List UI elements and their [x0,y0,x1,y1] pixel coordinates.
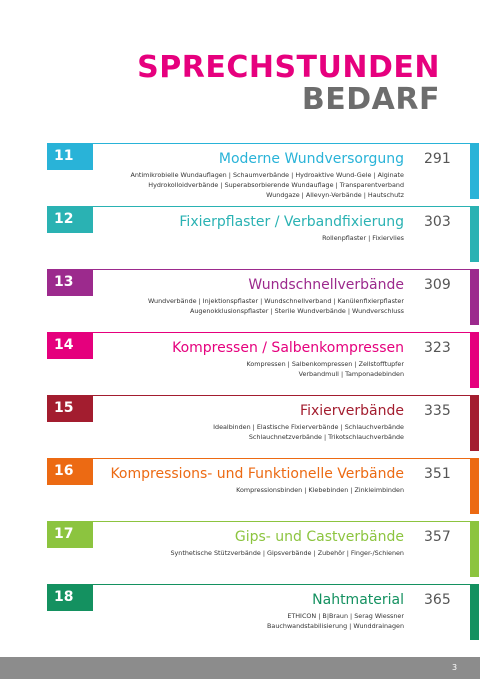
section-number: 13 [47,269,93,296]
section-title: Fixierpflaster / Verbandfixierung [179,214,404,230]
section-title: Gips- und Castverbände [234,529,404,545]
section-rule [47,584,479,585]
section-title: Kompressions- und Funktionelle Verbände [110,466,404,482]
section-bar [470,143,479,199]
section-line: Idealbinden | Elastische Fixierverbände … [213,423,404,431]
section-line: Verbandmull | Tamponadebinden [298,370,404,378]
section-line: Wundgaze | Allevyn-Verbände | Hautschutz [266,191,404,199]
section-number: 16 [47,458,93,485]
section-number: 18 [47,584,93,611]
section-bar [470,458,479,514]
section-page: 309 [424,277,451,293]
footer-bar [0,657,480,679]
section-bar [470,395,479,451]
section-page: 323 [424,340,451,356]
section-number: 12 [47,206,93,233]
section-bar [470,269,479,325]
section-bar [470,521,479,577]
section-rule [47,269,479,270]
section-rule [47,206,479,207]
header-title: SPRECHSTUNDEN [137,50,440,85]
header-subtitle: BEDARF [301,82,440,117]
section-number: 14 [47,332,93,359]
section-rule [47,395,479,396]
section-bar [470,584,479,640]
section-line: Bauchwandstabilisierung | Wunddrainagen [267,622,404,630]
section-line: Augenokklusionspflaster | Sterile Wundve… [189,307,404,315]
section-line: Antimikrobielle Wundauflagen | Schaumver… [130,171,404,179]
section-rule [47,458,479,459]
section-line: Wundverbände | Injektionspflaster | Wund… [147,297,404,305]
section-line: Schlauchnetzverbände | Trikotschlauchver… [248,433,404,441]
section-line: Rollenpflaster | Fixiervlies [322,234,404,242]
section-rule [47,143,479,144]
section-bar [470,332,479,388]
section-number: 11 [47,143,93,170]
section-page: 365 [424,592,451,608]
section-line: Kompressionsbinden | Klebebinden | Zinkl… [236,486,404,494]
section-rule [47,332,479,333]
section-line: Hydrokolloidverbände | Superabsorbierend… [148,181,404,189]
section-page: 357 [424,529,451,545]
section-page: 291 [424,151,451,167]
section-page: 335 [424,403,451,419]
footer-page: 3 [452,663,458,672]
section-title: Wundschnellverbände [248,277,404,293]
section-line: Kompressen | Salbenkompressen | Zellstof… [246,360,405,368]
section-rule [47,521,479,522]
section-number: 17 [47,521,93,548]
section-line: ETHICON | B|Braun | Serag Wiessner [287,612,404,620]
section-title: Kompressen / Salbenkompressen [172,340,404,356]
section-number: 15 [47,395,93,422]
section-page: 303 [424,214,451,230]
section-bar [470,206,479,262]
section-line: Synthetische Stützverbände | Gipsverbänd… [170,549,404,557]
section-title: Moderne Wundversorgung [218,151,404,167]
section-title: Fixierverbände [300,403,404,419]
section-page: 351 [424,466,451,482]
section-title: Nahtmaterial [312,592,404,608]
